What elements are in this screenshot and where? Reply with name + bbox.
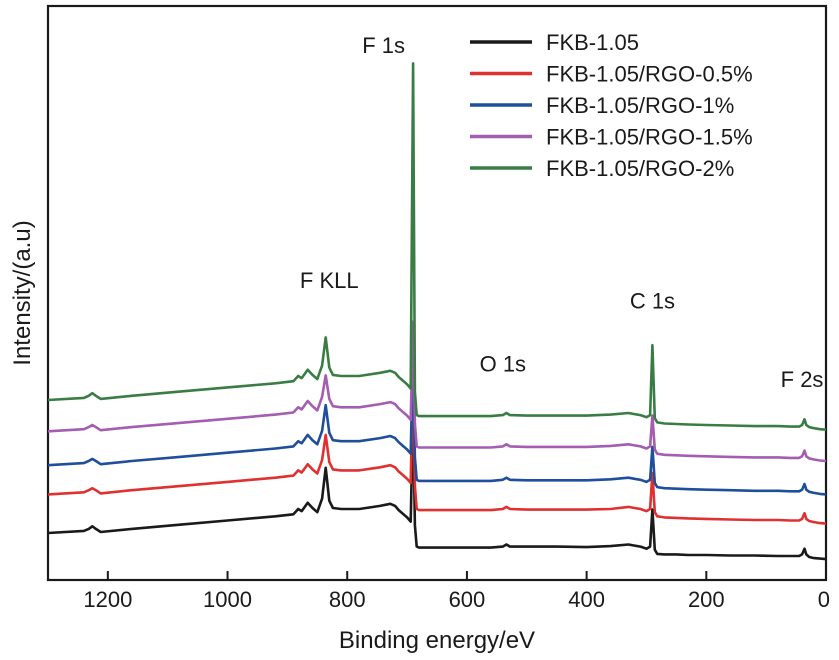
peak-label: C 1s [630, 289, 675, 314]
x-tick-label: 1000 [203, 587, 252, 612]
peak-label: F 1s [362, 33, 405, 58]
x-axis: 1200 1000 800 600 400 200 0 [83, 571, 830, 612]
legend-entry: FKB-1.05/RGO-0.5% [546, 62, 753, 87]
x-tick-label: 0 [818, 587, 830, 612]
x-tick-label: 800 [329, 587, 366, 612]
legend-entry: FKB-1.05/RGO-1.5% [546, 125, 753, 150]
x-tick-label: 400 [568, 587, 605, 612]
series-line-2 [47, 369, 827, 525]
legend-entry: FKB-1.05/RGO-2% [546, 156, 734, 181]
y-axis-title: Intensity/(a.u) [9, 220, 36, 365]
x-tick-label: 1200 [83, 587, 132, 612]
peak-label: F 2s [781, 367, 824, 392]
x-tick-label: 600 [449, 587, 486, 612]
peak-label: O 1s [480, 351, 526, 376]
series-line-5 [47, 62, 827, 431]
series-layer [47, 62, 827, 561]
series-line-4 [47, 320, 827, 463]
peak-label: F KLL [300, 268, 359, 293]
legend-entry: FKB-1.05 [546, 30, 639, 55]
plot-frame [46, 4, 828, 582]
x-tick-label: 200 [688, 587, 725, 612]
legend-entry: FKB-1.05/RGO-1% [546, 93, 734, 118]
series-line-3 [47, 346, 827, 496]
peak-annotations: F 1s F KLL C 1s O 1s F 2s [300, 33, 824, 392]
x-axis-title: Binding energy/eV [339, 627, 535, 654]
legend: FKB-1.05 FKB-1.05/RGO-0.5% FKB-1.05/RGO-1%… [470, 30, 753, 181]
series-line-1 [47, 406, 827, 561]
